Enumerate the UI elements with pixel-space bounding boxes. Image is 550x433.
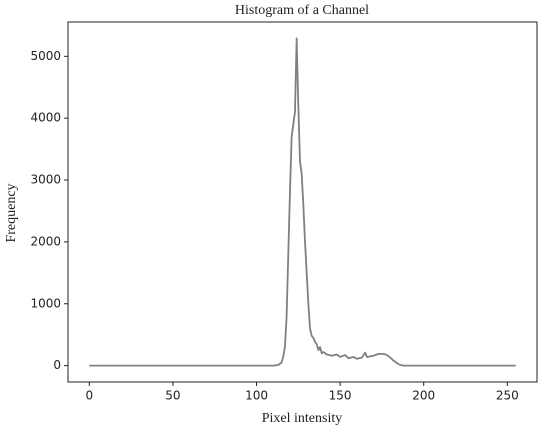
- x-tick-label: 200: [412, 389, 435, 403]
- x-axis-label: Pixel intensity: [262, 411, 343, 426]
- y-tick-label: 5000: [30, 49, 61, 63]
- y-tick-label: 0: [53, 358, 61, 372]
- y-tick-label: 2000: [30, 234, 61, 248]
- y-tick-label: 3000: [30, 173, 61, 187]
- x-tick-label: 250: [496, 389, 519, 403]
- y-tick-label: 1000: [30, 296, 61, 310]
- x-tick-label: 100: [245, 389, 268, 403]
- y-tick-label: 4000: [30, 111, 61, 125]
- x-tick-label: 150: [329, 389, 352, 403]
- x-tick-label: 50: [165, 389, 180, 403]
- plot-frame: [67, 21, 538, 383]
- y-axis-label: Frequency: [4, 183, 19, 242]
- x-tick-label: 0: [85, 389, 93, 403]
- chart-title: Histogram of a Channel: [235, 3, 369, 18]
- data-line: [89, 37, 516, 367]
